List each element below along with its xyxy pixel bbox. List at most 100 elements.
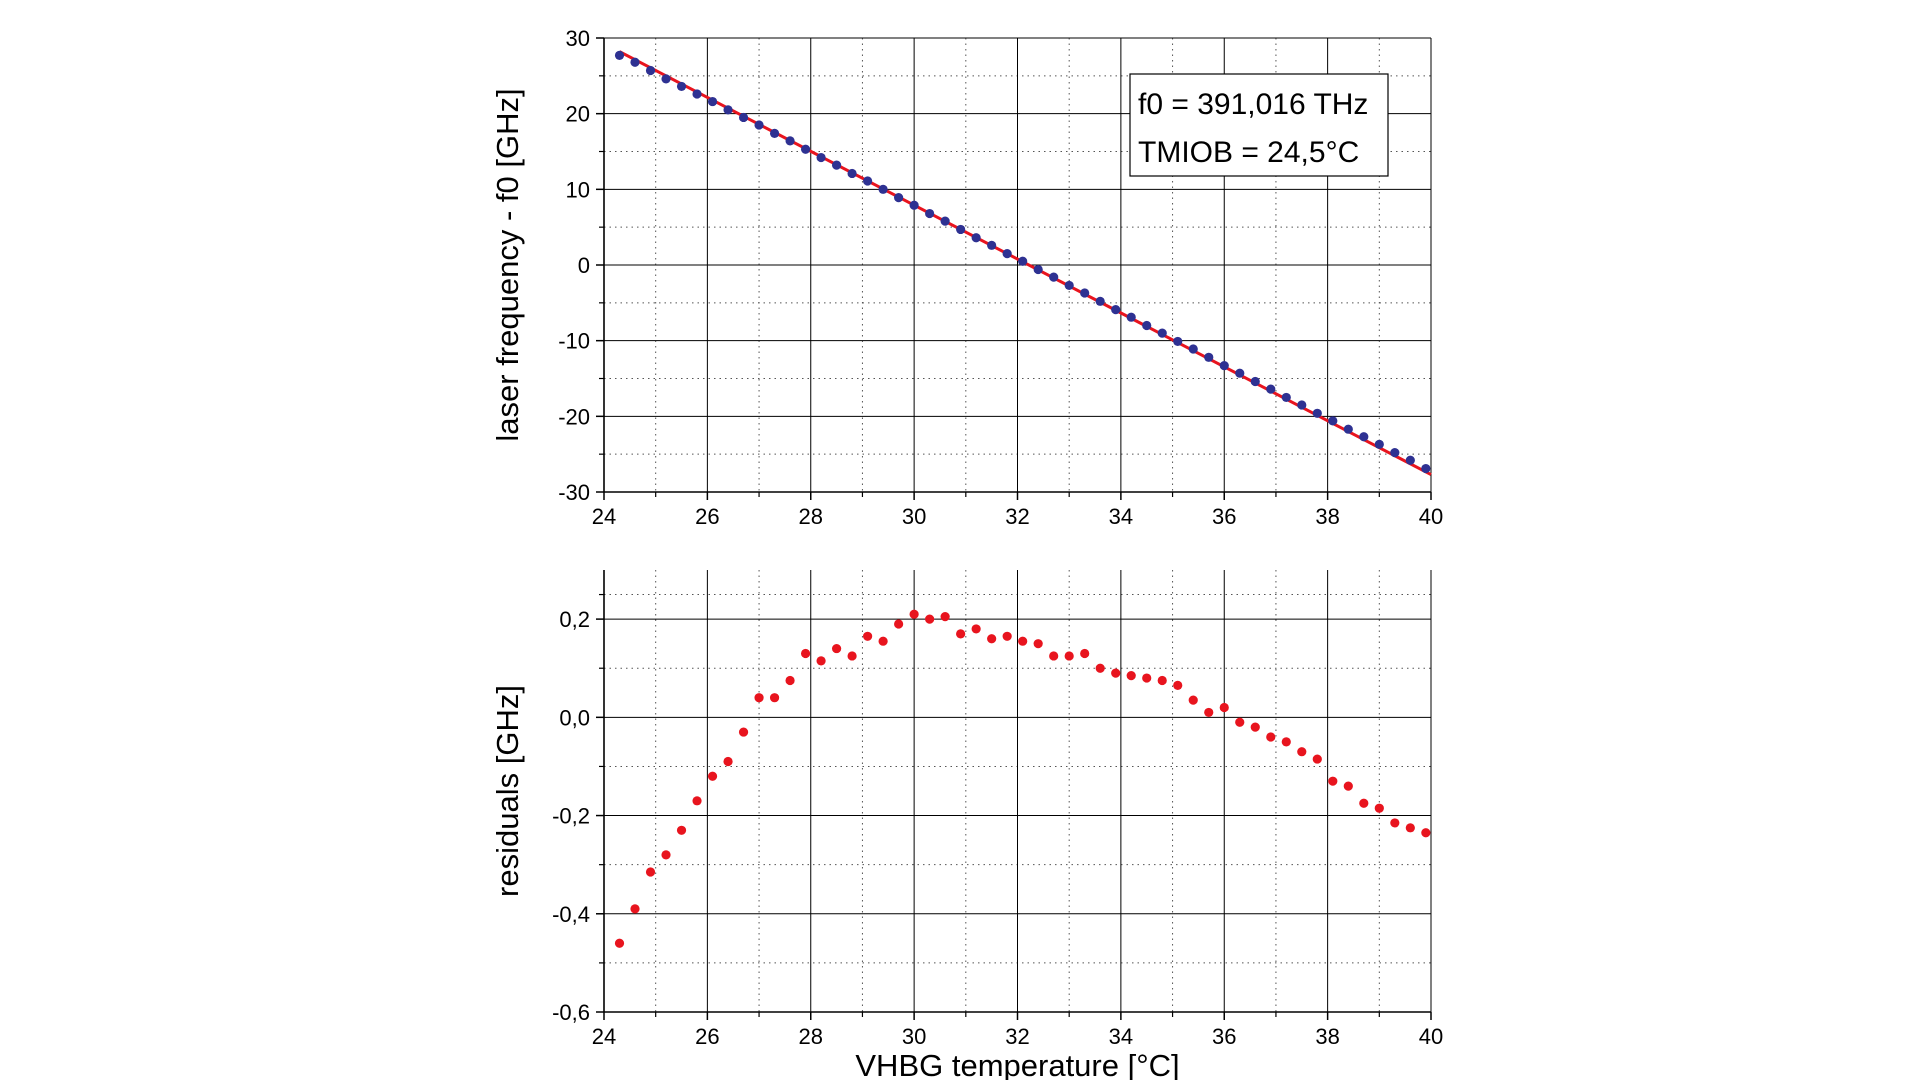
residuals-plot: 24 26 28 30 32 34 36 38 40 -0,6 -0,4 -0,2 0,0 0,2 res… [490,570,1443,1080]
residuals-plot-x-axis-label: VHBG temperature [°C] [855,1048,1179,1080]
residuals-plot-tick-labels: 24 26 28 30 32 34 36 38 40 -0,6 -0,4 -0,2 0,0 0,2 [552,607,1443,1049]
residuals-data-point [894,619,904,629]
residuals-plot-y-axis-label: residuals [GHz] [490,685,525,897]
y-tick-label: -30 [558,480,590,505]
y-tick-label: 10 [566,177,590,202]
constants-annotation-box: f0 = 391,016 THz TMIOB = 24,5°C [1129,73,1389,177]
y-tick-label: 30 [566,26,590,51]
frequency-data-point [1173,336,1183,347]
residuals-data-point [1328,776,1338,786]
frequency-data-point [1421,463,1431,474]
residuals-data-point [645,867,656,877]
frequency-data-point [1064,280,1074,291]
frequency-data-point [676,81,687,92]
frequency-data-point [863,176,873,186]
frequency-data-point [1235,368,1245,378]
frequency-data-point [645,65,656,76]
x-tick-label: 26 [695,1024,719,1049]
residuals-data-point [661,850,671,860]
residuals-data-point [987,634,997,644]
frequency-plot: 24 26 28 30 32 34 36 38 40 -30 -20 -10 0 10 20 30 laser… [490,26,1443,529]
x-tick-label: 38 [1315,1024,1339,1049]
residuals-data-point [1359,798,1369,808]
residuals-data-point [1405,823,1415,833]
residuals-data-point [1126,670,1136,681]
x-tick-label: 30 [902,504,926,529]
y-tick-label: 0,0 [559,705,590,730]
frequency-data-point [909,200,919,210]
x-tick-label: 26 [695,504,719,529]
residuals-data-point [1343,781,1353,791]
frequency-data-point [630,57,640,67]
frequency-plot-y-axis-label: laser frequency - f0 [GHz] [490,88,525,441]
frequency-data-point [987,240,997,250]
residuals-data-point [1188,695,1198,705]
x-tick-label: 32 [1005,504,1029,529]
frequency-data-point [1219,361,1229,371]
frequency-data-point [707,96,718,107]
residuals-data-point [1095,663,1105,673]
frequency-data-point [1343,424,1353,434]
residuals-data-point [1312,754,1322,764]
residuals-data-point [1002,631,1012,641]
residuals-data-point [1204,707,1214,718]
residuals-data-point [785,675,795,686]
residuals-data-point [707,771,718,781]
frequency-data-point [1157,328,1167,338]
frequency-data-point [1111,305,1121,315]
x-tick-label: 28 [799,504,823,529]
residuals-data-point [1033,639,1043,649]
frequency-data-point [1359,432,1369,442]
residuals-data-point [800,648,811,659]
residuals-data-point [738,727,749,737]
y-tick-label: -10 [558,329,590,354]
frequency-data-point [925,208,935,219]
residuals-plot-series [614,609,1431,948]
y-tick-label: 20 [566,102,590,127]
frequency-data-point [1250,376,1260,387]
frequency-data-point [769,128,780,138]
frequency-data-point [940,216,950,226]
y-tick-label: 0 [578,253,590,278]
residuals-data-point [878,636,888,646]
residuals-data-point [769,693,780,703]
frequency-data-point [1126,312,1136,322]
frequency-data-point [692,89,702,99]
residuals-data-point [1219,702,1229,713]
frequency-data-point [754,120,764,130]
frequency-data-point [800,144,811,154]
x-tick-label: 34 [1109,1024,1133,1049]
residuals-data-point [692,796,702,806]
frequency-data-point [1266,384,1276,394]
x-tick-label: 24 [592,1024,616,1049]
frequency-data-point [1312,408,1322,418]
annotation-line-tmiob: TMIOB = 24,5°C [1138,136,1359,169]
residuals-data-point [1018,636,1028,646]
y-tick-label: -0,2 [552,804,590,829]
frequency-data-point [1204,352,1214,362]
frequency-plot-tick-labels: 24 26 28 30 32 34 36 38 40 -30 -20 -10 0 10 20 30 [558,26,1443,529]
x-tick-label: 38 [1315,504,1339,529]
residuals-data-point [940,612,950,622]
x-tick-label: 28 [799,1024,823,1049]
residuals-data-point [1421,828,1431,838]
residuals-data-point [614,938,625,948]
residuals-data-point [831,643,842,654]
frequency-data-point [1002,249,1012,259]
residuals-data-point [816,656,826,666]
x-tick-label: 34 [1109,504,1133,529]
residuals-data-point [676,825,687,835]
residuals-data-point [971,624,981,634]
frequency-data-point [738,112,749,123]
residuals-data-point [956,629,966,639]
frequency-data-point [1018,256,1028,266]
residuals-data-point [863,631,873,641]
residuals-data-point [1390,818,1400,828]
residuals-data-point [1173,680,1183,691]
frequency-data-point [1080,288,1090,298]
frequency-data-point [1390,448,1400,458]
residuals-data-point [1250,722,1260,732]
residuals-data-point [723,756,733,767]
residuals-data-point [1281,737,1291,747]
